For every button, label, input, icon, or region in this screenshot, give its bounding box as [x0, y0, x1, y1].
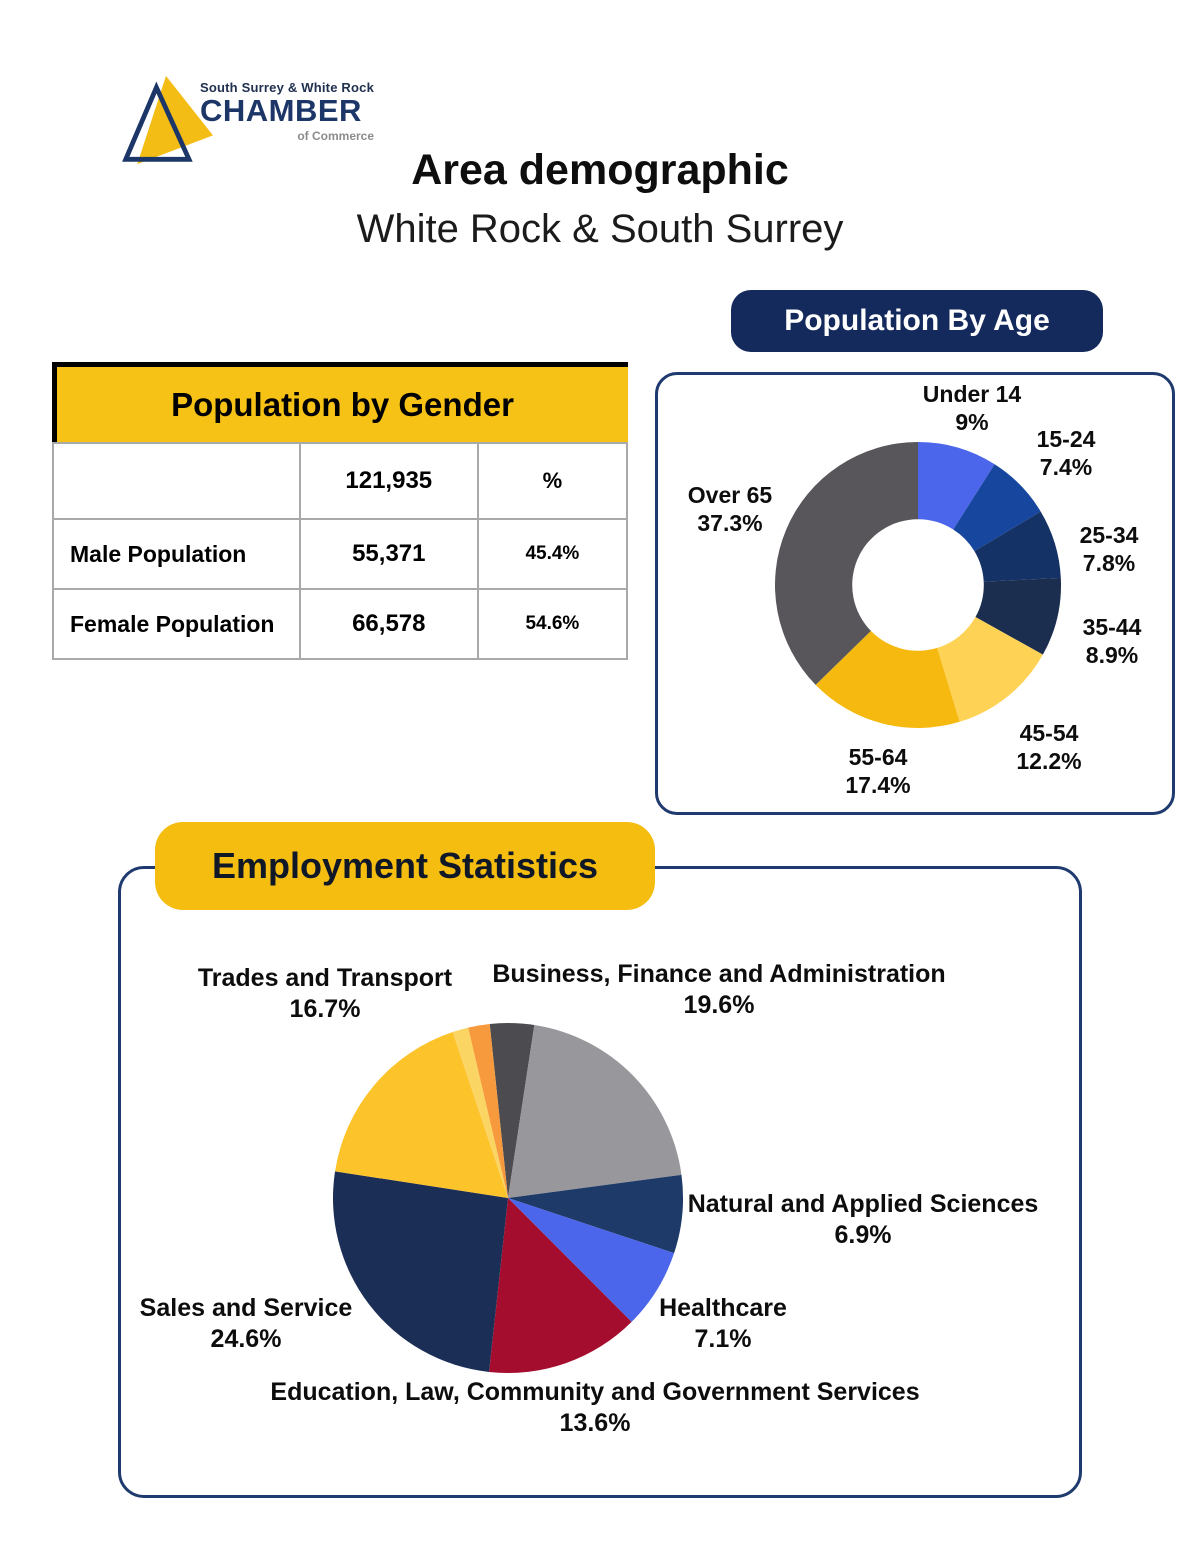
emp-label-trades-and-transport: Trades and Transport 16.7% — [198, 963, 452, 1026]
age-label-name: 55-64 — [848, 744, 908, 770]
slice-25-34 — [974, 511, 1061, 582]
emp-label-sales-and-service: Sales and Service 24.6% — [140, 1293, 353, 1356]
slice-15-24 — [953, 464, 1041, 552]
age-label-percent: 8.9% — [1085, 642, 1139, 669]
male-population-value: 55,371 — [298, 518, 479, 590]
slice-over-65 — [774, 442, 918, 685]
emp-label-name: Sales and Service — [139, 1294, 353, 1322]
age-label-over-65: Over 65 37.3% — [688, 481, 772, 537]
slice-education-law-community-and-government-services — [489, 1198, 632, 1374]
age-label-15-24: 15-24 7.4% — [1037, 425, 1096, 481]
employment-statistics-badge: Employment Statistics — [155, 822, 655, 910]
population-by-age-badge: Population By Age — [731, 290, 1103, 352]
logo-navy-triangle-outline — [122, 81, 193, 162]
emp-label-name: Natural and Applied Sciences — [687, 1190, 1039, 1218]
total-population-value: 121,935 — [298, 442, 479, 520]
age-donut-chart — [774, 442, 1062, 729]
emp-label-percent: 13.6% — [559, 1409, 631, 1438]
age-label-under-14: Under 14 9% — [923, 380, 1021, 436]
slice-under-14 — [918, 442, 995, 530]
age-label-percent: 37.3% — [697, 510, 763, 537]
slice-sales-and-service — [332, 1171, 508, 1372]
slice-45-54 — [937, 617, 1043, 722]
slice-other-small-unlabeled-slice- — [489, 1023, 535, 1198]
table-row-male: Male Population 55,371 45.4% — [52, 518, 629, 590]
chamber-logo: South Surrey & White Rock CHAMBER of Com… — [118, 74, 374, 166]
total-row-label — [52, 442, 301, 520]
age-label-percent: 7.4% — [1039, 454, 1093, 481]
logo-yellow-triangle — [137, 75, 213, 165]
logo-of-commerce-text: of Commerce — [297, 128, 375, 143]
employment-statistics-panel: Trades and Transport 16.7% Business, Fin… — [118, 866, 1082, 1498]
logo-region-text: South Surrey & White Rock — [200, 80, 375, 95]
slice-natural-and-applied-sciences — [508, 1174, 683, 1254]
logo-text-block: South Surrey & White Rock CHAMBER of Com… — [200, 74, 374, 143]
emp-label-percent: 6.9% — [834, 1221, 892, 1250]
female-row-label: Female Population — [52, 588, 301, 660]
age-label-percent: 7.8% — [1082, 550, 1136, 577]
table-row-total: 121,935 % — [52, 442, 629, 520]
page-subtitle: White Rock & South Surrey — [356, 207, 844, 251]
emp-label-percent: 24.6% — [210, 1325, 282, 1354]
slice-other-small-unlabeled-slice- — [452, 1027, 508, 1198]
age-label-name: 45-54 — [1019, 720, 1079, 746]
population-by-gender-table: Population by Gender 121,935 % Male Popu… — [52, 362, 629, 660]
age-label-percent: 17.4% — [845, 772, 911, 799]
emp-label-name: Healthcare — [659, 1294, 787, 1322]
page-title: Area demographic — [411, 146, 789, 194]
age-label-25-34: 25-34 7.8% — [1080, 521, 1139, 577]
slice-35-44 — [975, 577, 1062, 655]
age-label-percent: 12.2% — [1016, 748, 1082, 775]
population-by-age-panel: Under 14 9% 15-24 7.4% 25-34 7.8% 35-44 … — [655, 372, 1175, 815]
age-label-35-44: 35-44 8.9% — [1083, 613, 1142, 669]
gender-table-title: Population by Gender — [52, 362, 628, 442]
male-population-percent: 45.4% — [476, 518, 629, 590]
age-label-percent: 9% — [955, 409, 989, 436]
slice-healthcare — [508, 1198, 675, 1322]
age-label-name: 25-34 — [1079, 522, 1139, 548]
female-population-percent: 54.6% — [476, 588, 629, 660]
emp-label-business-finance-admin: Business, Finance and Administration 19.… — [492, 959, 945, 1022]
emp-label-name: Education, Law, Community and Government… — [270, 1378, 920, 1406]
age-label-45-54: 45-54 12.2% — [1016, 719, 1081, 775]
age-label-name: Over 65 — [687, 482, 773, 508]
logo-chamber-text: CHAMBER — [200, 93, 362, 128]
emp-label-percent: 19.6% — [683, 991, 755, 1020]
age-label-name: 15-24 — [1036, 426, 1096, 452]
age-label-55-64: 55-64 17.4% — [845, 743, 910, 799]
emp-label-name: Trades and Transport — [197, 964, 453, 992]
female-population-value: 66,578 — [298, 588, 479, 660]
emp-label-education-law-government: Education, Law, Community and Government… — [270, 1377, 919, 1440]
slice-other-small-unlabeled-slice- — [468, 1023, 508, 1198]
age-label-name: 35-44 — [1082, 614, 1142, 640]
emp-label-percent: 7.1% — [694, 1325, 752, 1354]
age-label-name: Under 14 — [922, 381, 1022, 407]
chamber-logo-triangle-icon — [122, 75, 213, 165]
emp-label-natural-applied-sciences: Natural and Applied Sciences 6.9% — [688, 1189, 1039, 1252]
slice-trades-and-transport — [335, 1031, 508, 1198]
table-row-female: Female Population 66,578 54.6% — [52, 588, 629, 660]
emp-label-percent: 16.7% — [289, 995, 361, 1024]
emp-label-name: Business, Finance and Administration — [492, 960, 946, 988]
slice-55-64 — [815, 630, 960, 729]
employment-pie-chart — [332, 1023, 683, 1374]
emp-label-healthcare: Healthcare 7.1% — [659, 1293, 787, 1356]
percent-column-header: % — [476, 442, 629, 520]
male-row-label: Male Population — [52, 518, 301, 590]
slice-business-finance-and-administration — [508, 1025, 682, 1198]
gender-table-body: 121,935 % Male Population 55,371 45.4% F… — [52, 442, 629, 660]
